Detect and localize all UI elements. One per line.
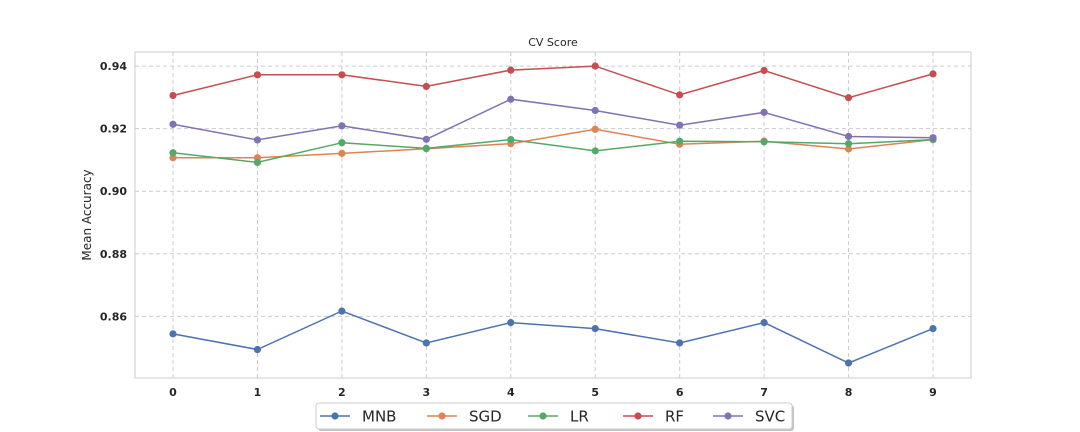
legend: MNB SGD LR RF SVC — [315, 402, 794, 431]
data-point-rf — [844, 94, 853, 102]
data-point-lr — [591, 147, 599, 155]
data-point-sgd — [169, 154, 177, 162]
data-point-svc — [929, 134, 937, 142]
x-tick-label: 4 — [507, 386, 515, 399]
chart-title: CV Score — [528, 36, 578, 49]
data-point-lr — [253, 158, 262, 167]
data-point-svc — [169, 120, 177, 128]
legend-entry-sgd: SGD — [427, 408, 502, 426]
data-point-mnb — [338, 307, 346, 315]
y-tick-label: 0.88 — [100, 248, 127, 261]
y-tick-label: 0.90 — [100, 185, 127, 198]
legend-entry-mnb: MNB — [320, 408, 396, 426]
legend-swatch-marker — [724, 412, 732, 420]
data-point-mnb — [929, 324, 937, 333]
data-point-rf — [422, 82, 430, 91]
data-point-rf — [253, 71, 262, 79]
legend-label-rf: RF — [665, 408, 684, 426]
series-line-rf — [172, 65, 934, 99]
legend-swatch-marker — [539, 412, 547, 420]
data-point-rf — [591, 62, 599, 70]
data-point-svc — [676, 121, 684, 129]
series-line-sgd — [173, 128, 934, 159]
legend-label-sgd: SGD — [469, 408, 502, 426]
legend-swatch-marker — [634, 412, 642, 420]
y-tick-label: 0.94 — [100, 60, 127, 73]
y-tick-label: 0.92 — [100, 123, 127, 136]
legend-entry-lr: LR — [528, 408, 589, 426]
y-axis-ticks: 0.86 0.88 0.90 0.92 0.94 — [100, 60, 127, 323]
series-group — [169, 62, 937, 367]
series-lr — [169, 136, 937, 167]
legend-label-svc: SVC — [755, 408, 785, 426]
data-point-mnb — [676, 339, 684, 347]
data-point-rf — [760, 66, 768, 75]
data-point-svc — [760, 108, 768, 116]
data-point-lr — [422, 144, 430, 152]
data-point-lr — [760, 138, 768, 146]
x-tick-label: 6 — [676, 386, 684, 399]
data-point-lr — [507, 136, 515, 144]
data-point-rf — [929, 70, 937, 78]
data-point-rf — [338, 71, 346, 79]
legend-entry-rf: RF — [623, 408, 684, 426]
data-point-sgd — [338, 149, 346, 157]
grid — [135, 52, 971, 378]
y-tick-label: 0.86 — [100, 310, 127, 323]
series-line-mnb — [172, 310, 934, 364]
data-point-lr — [338, 139, 346, 147]
legend-entry-svc: SVC — [713, 408, 785, 426]
legend-swatch-marker — [438, 412, 446, 420]
data-point-svc — [422, 135, 430, 143]
data-point-mnb — [169, 330, 177, 338]
data-point-rf — [676, 91, 684, 99]
series-rf — [169, 62, 937, 102]
data-point-svc — [338, 122, 346, 130]
data-point-mnb — [253, 345, 262, 354]
data-point-rf — [507, 66, 515, 74]
x-tick-label: 7 — [760, 386, 768, 399]
data-point-lr — [169, 149, 177, 157]
legend-label-mnb: MNB — [362, 408, 396, 426]
x-tick-label: 0 — [169, 386, 177, 399]
series-svc — [169, 95, 937, 144]
data-point-svc — [507, 95, 515, 103]
data-point-mnb — [507, 319, 515, 327]
data-point-mnb — [422, 339, 430, 347]
data-point-lr — [844, 140, 853, 148]
x-tick-label: 8 — [845, 386, 853, 399]
legend-label-lr: LR — [570, 408, 589, 426]
data-point-svc — [844, 132, 853, 141]
data-point-sgd — [844, 145, 853, 153]
data-point-rf — [169, 91, 177, 100]
legend-swatch-marker — [331, 412, 339, 420]
data-point-mnb — [844, 359, 853, 367]
x-tick-label: 3 — [423, 386, 431, 399]
x-tick-label: 2 — [338, 386, 346, 399]
plot-frame — [134, 51, 972, 379]
x-tick-label: 9 — [929, 386, 937, 399]
data-point-sgd — [591, 125, 599, 133]
x-tick-label: 5 — [591, 386, 599, 399]
data-point-svc — [591, 106, 599, 115]
y-axis-label: Mean Accuracy — [80, 169, 94, 260]
data-point-mnb — [760, 319, 768, 327]
series-mnb — [169, 307, 937, 367]
series-line-svc — [172, 98, 934, 141]
x-tick-label: 1 — [254, 386, 262, 399]
data-point-svc — [253, 136, 262, 144]
data-point-mnb — [591, 324, 599, 333]
data-point-lr — [676, 137, 684, 145]
x-axis-ticks: 0 1 2 3 4 5 6 7 8 9 — [169, 386, 937, 399]
series-line-lr — [172, 138, 934, 164]
